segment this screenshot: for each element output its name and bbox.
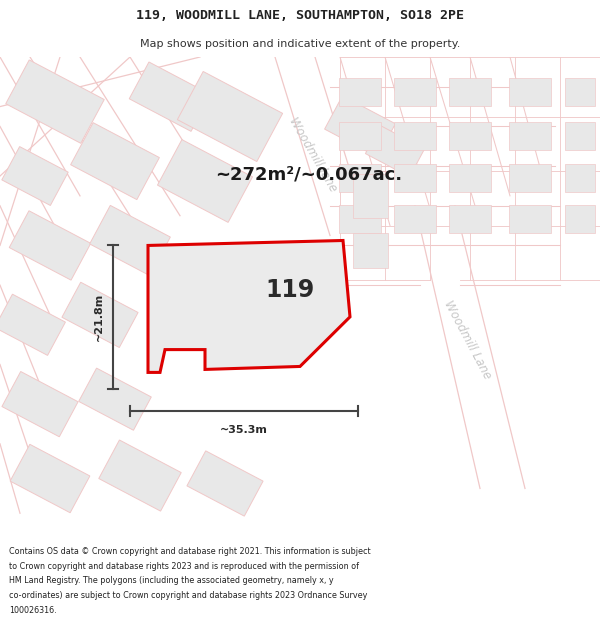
Polygon shape	[0, 294, 65, 356]
Polygon shape	[187, 451, 263, 516]
Text: Woodmill Lane: Woodmill Lane	[442, 298, 494, 381]
Polygon shape	[178, 71, 283, 161]
Polygon shape	[10, 444, 90, 512]
Text: 100026316.: 100026316.	[9, 606, 56, 614]
Polygon shape	[353, 174, 388, 218]
Polygon shape	[365, 126, 425, 177]
Text: Woodmill lane: Woodmill lane	[286, 114, 340, 194]
Polygon shape	[449, 78, 491, 106]
Polygon shape	[148, 241, 350, 372]
Polygon shape	[394, 164, 436, 192]
Polygon shape	[9, 211, 91, 280]
Polygon shape	[509, 122, 551, 150]
Polygon shape	[325, 96, 395, 157]
Polygon shape	[339, 205, 381, 232]
Polygon shape	[394, 122, 436, 150]
Polygon shape	[353, 233, 388, 268]
Polygon shape	[339, 164, 381, 192]
Polygon shape	[71, 122, 160, 199]
Polygon shape	[339, 122, 381, 150]
Polygon shape	[565, 205, 595, 232]
Polygon shape	[565, 122, 595, 150]
Text: 119, WOODMILL LANE, SOUTHAMPTON, SO18 2PE: 119, WOODMILL LANE, SOUTHAMPTON, SO18 2P…	[136, 9, 464, 22]
Polygon shape	[449, 164, 491, 192]
Text: Map shows position and indicative extent of the property.: Map shows position and indicative extent…	[140, 39, 460, 49]
Text: 119: 119	[265, 278, 314, 302]
Text: ~35.3m: ~35.3m	[220, 425, 268, 435]
Polygon shape	[509, 205, 551, 232]
Polygon shape	[394, 78, 436, 106]
Polygon shape	[449, 122, 491, 150]
Polygon shape	[157, 139, 253, 222]
Polygon shape	[6, 60, 104, 143]
Text: co-ordinates) are subject to Crown copyright and database rights 2023 Ordnance S: co-ordinates) are subject to Crown copyr…	[9, 591, 367, 600]
Polygon shape	[449, 205, 491, 232]
Polygon shape	[339, 78, 381, 106]
Polygon shape	[509, 164, 551, 192]
Polygon shape	[89, 206, 170, 276]
Text: HM Land Registry. The polygons (including the associated geometry, namely x, y: HM Land Registry. The polygons (includin…	[9, 576, 334, 585]
Text: Contains OS data © Crown copyright and database right 2021. This information is : Contains OS data © Crown copyright and d…	[9, 547, 371, 556]
Polygon shape	[62, 282, 138, 348]
Text: ~21.8m: ~21.8m	[94, 293, 104, 341]
Polygon shape	[2, 147, 68, 206]
Polygon shape	[394, 205, 436, 232]
Polygon shape	[565, 164, 595, 192]
Polygon shape	[99, 440, 181, 511]
Polygon shape	[509, 78, 551, 106]
Polygon shape	[129, 62, 211, 131]
Polygon shape	[2, 371, 78, 437]
Text: to Crown copyright and database rights 2023 and is reproduced with the permissio: to Crown copyright and database rights 2…	[9, 562, 359, 571]
Text: ~272m²/~0.067ac.: ~272m²/~0.067ac.	[215, 165, 402, 183]
Polygon shape	[565, 78, 595, 106]
Polygon shape	[79, 368, 151, 430]
